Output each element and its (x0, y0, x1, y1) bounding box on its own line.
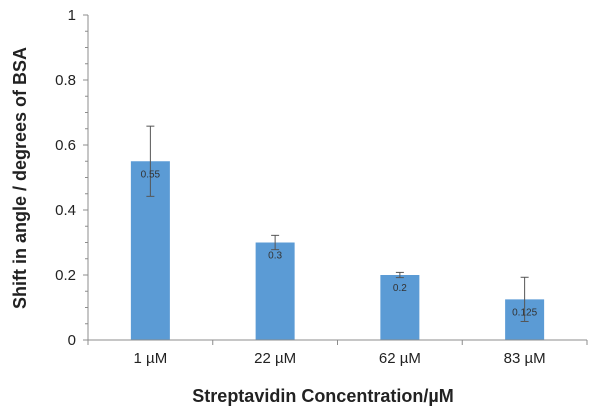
y-tick-label: 0.4 (55, 202, 76, 219)
data-label: 0.55 (141, 169, 161, 180)
y-tick-label: 1 (68, 7, 76, 24)
y-axis-ticks: 0 0.2 0.4 0.6 0.8 1 (55, 7, 88, 349)
y-tick-label: 0.8 (55, 72, 76, 89)
x-axis-title: Streptavidin Concentration/µM (192, 386, 453, 406)
x-tick-label: 62 µM (379, 350, 421, 367)
data-label: 0.2 (393, 283, 407, 294)
bar (255, 242, 295, 340)
x-axis-ticks: 1 µM 22 µM 62 µM 83 µM (87, 340, 588, 367)
y-tick-label: 0.2 (55, 267, 76, 284)
x-tick-label: 22 µM (254, 350, 296, 367)
y-tick-label: 0 (68, 332, 76, 349)
error-bars (146, 125, 529, 322)
bars (130, 161, 545, 340)
data-labels: 0.55 0.3 0.2 0.125 (141, 169, 538, 318)
data-label: 0.3 (268, 251, 282, 262)
bar (380, 275, 420, 340)
x-tick-label: 1 µM (134, 350, 168, 367)
y-axis-title: Shift in angle / degrees of BSA (10, 47, 30, 309)
y-tick-label: 0.6 (55, 137, 76, 154)
x-tick-label: 83 µM (504, 350, 546, 367)
data-label: 0.125 (512, 307, 537, 318)
